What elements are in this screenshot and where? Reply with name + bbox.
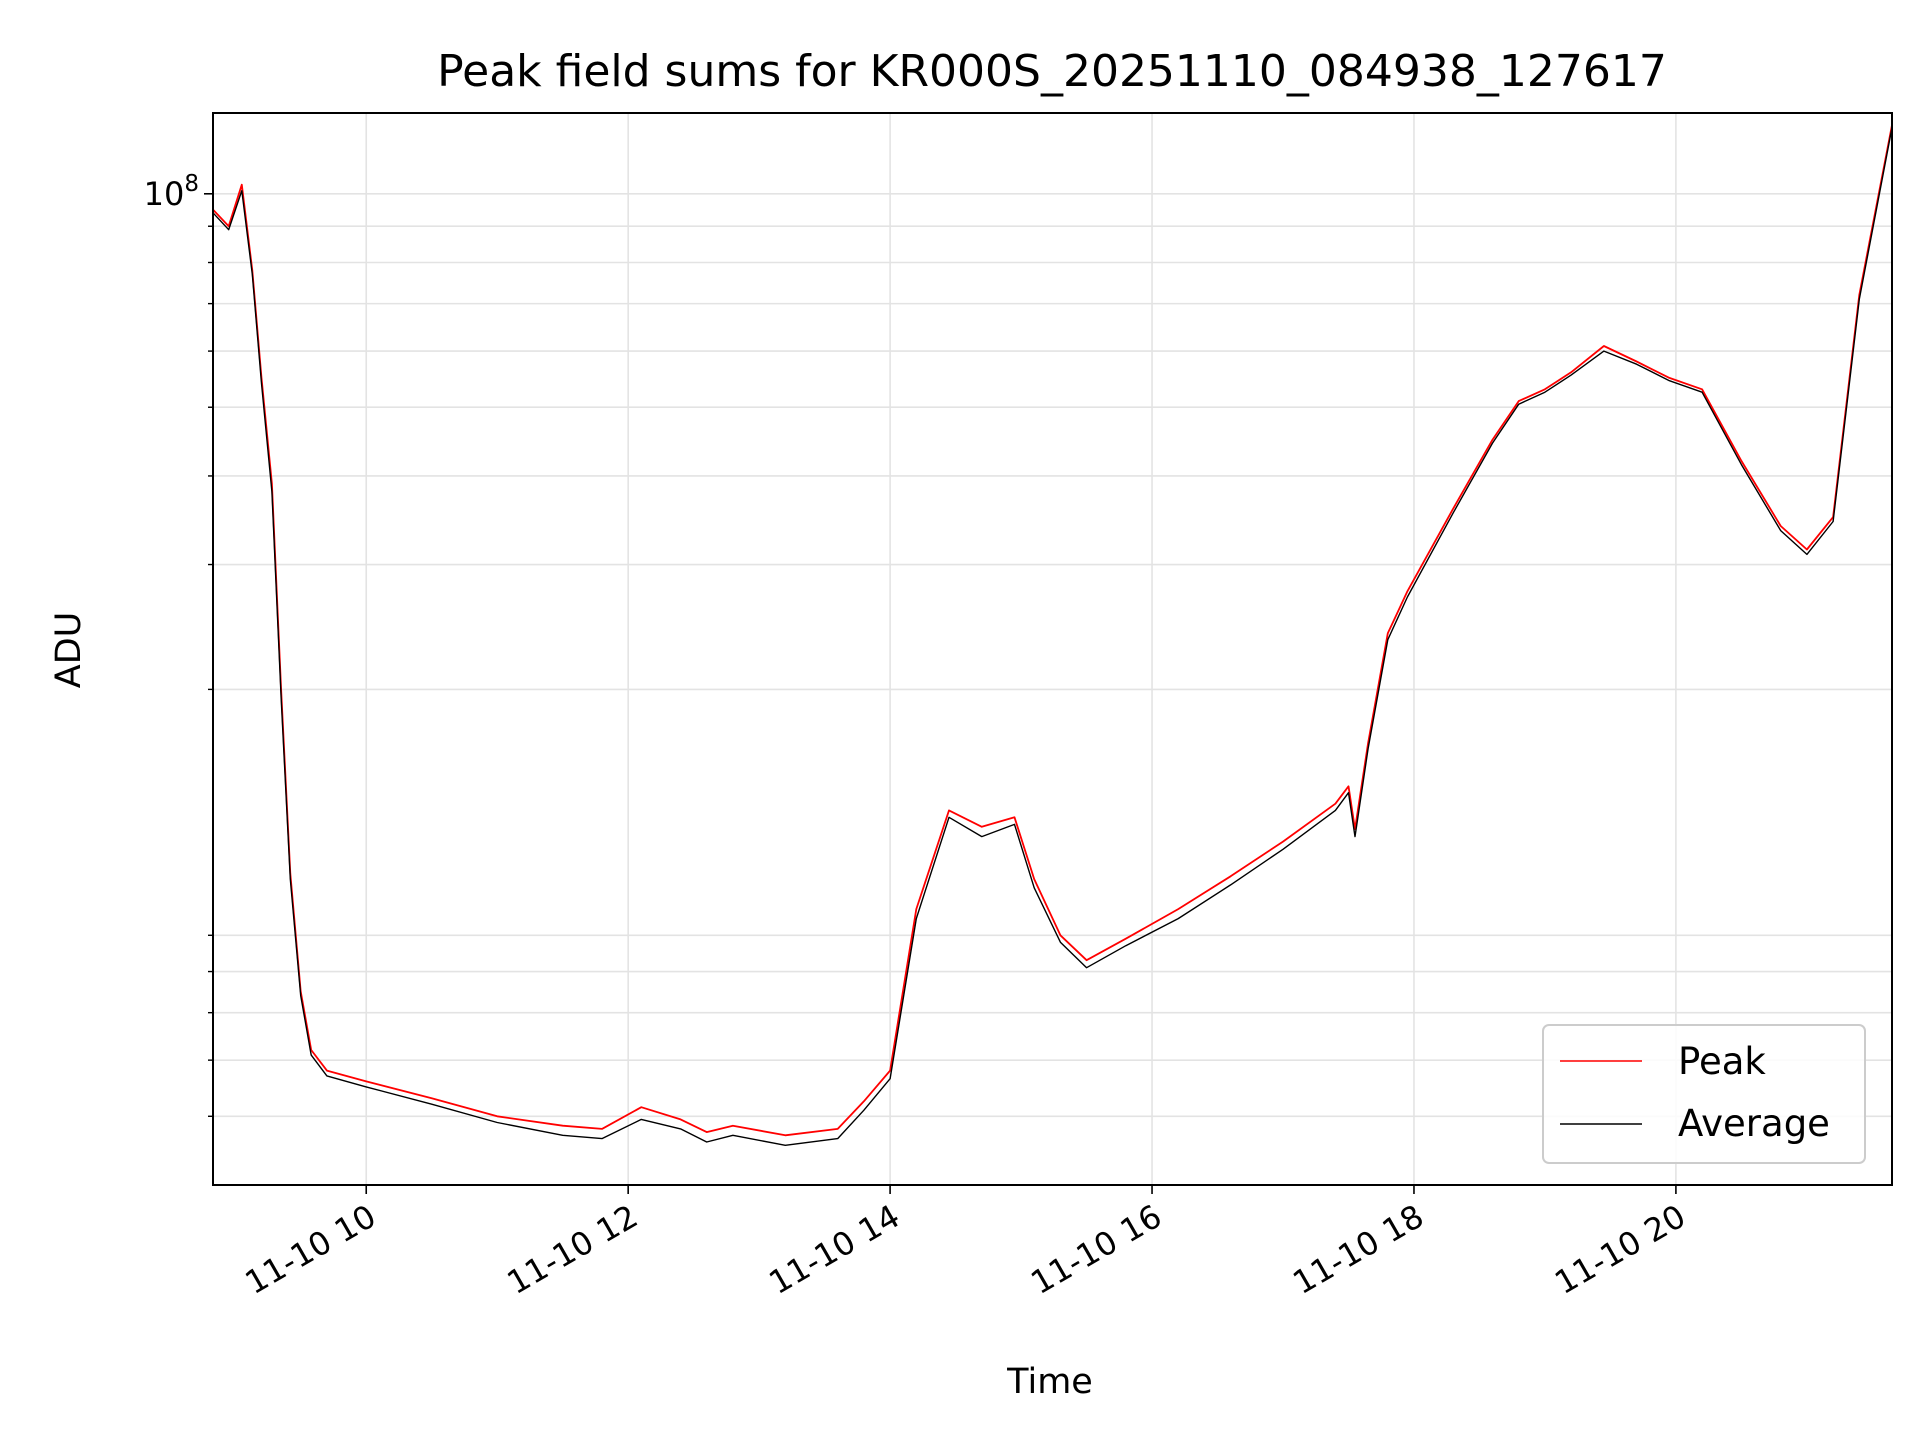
- plot-series: [212, 124, 1893, 1147]
- legend-label-average: Average: [1678, 1102, 1830, 1145]
- x-axis-label: Time: [1006, 1362, 1093, 1402]
- series-line-peak: [212, 124, 1893, 1137]
- y-tick-label: 108: [144, 171, 199, 213]
- plot-frame: [212, 112, 1893, 1186]
- legend-label-peak: Peak: [1678, 1040, 1766, 1083]
- legend-box: [1542, 1024, 1866, 1164]
- y-axis: 108: [144, 171, 213, 1117]
- chart-title: Peak field sums for KR000S_20251110_0849…: [437, 46, 1667, 97]
- series-line-average: [212, 127, 1893, 1147]
- y-axis-label: ADU: [49, 612, 89, 689]
- grid: [213, 113, 1892, 1185]
- legend: Peak Average: [1542, 1024, 1866, 1164]
